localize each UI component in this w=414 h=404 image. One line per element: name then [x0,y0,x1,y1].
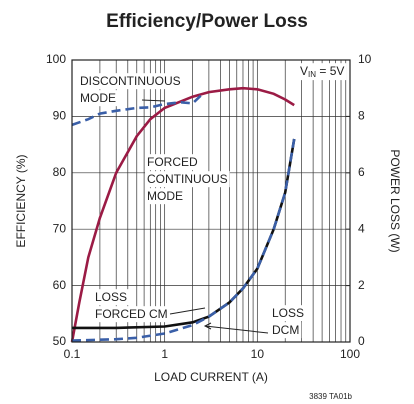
label-bg [145,188,185,205]
label-bg [145,154,200,171]
series-label: LOSS [95,290,127,304]
label-bg [93,306,170,323]
y-tick-label: 80 [53,165,67,179]
y2-tick-label: 0 [358,334,365,348]
label-bg [93,289,130,306]
series-label: MODE [147,189,183,203]
plot-frame [71,59,351,343]
x-axis-label: LOAD CURRENT (A) [154,370,268,384]
series-label: DISCONTINUOUS [80,74,181,88]
arrow [203,322,269,334]
series-label: FORCED [147,155,198,169]
y2-tick-label: 2 [358,278,365,292]
y2-tick-label: 4 [358,221,365,235]
chart-title: Efficiency/Power Loss [106,11,308,32]
x-tick-label: 100 [340,347,360,361]
y-axis-label: EFFICIENCY (%) [14,154,28,247]
series-label: CONTINUOUS [147,172,228,186]
vin-sub: IN [308,70,316,79]
label-backgrounds [78,63,347,339]
vin-v: V [300,64,308,78]
series-label: LOSS [272,306,304,320]
y2-tick-label: 6 [358,165,365,179]
label-bg [145,171,230,188]
x-tick-label: 1 [161,347,168,361]
x-tick-label: 10 [251,347,265,361]
y-tick-label: 70 [53,221,67,235]
y-tick-label: 50 [53,334,67,348]
footnote: 3839 TA01b [309,392,352,401]
label-bg [270,322,302,339]
y-tick-label: 100 [46,52,66,66]
series-line [72,138,296,330]
x-tick-label: 0.1 [64,347,81,361]
vin-label: VIN = 5V [300,64,344,79]
series-label: DCM [272,323,299,337]
y-tick-label: 90 [53,109,67,123]
series-line [71,138,296,342]
label-bg [270,305,307,322]
label-bg [298,63,347,81]
label-bg [78,73,183,90]
arrow [141,99,166,102]
series-label: MODE [80,91,116,105]
y2-tick-label: 10 [358,52,372,66]
y2-axis-label: POWER LOSS (W) [388,149,402,252]
arrow [169,307,206,315]
label-bg [78,90,118,107]
y-tick-label: 60 [53,278,67,292]
series-line [71,94,203,127]
series-line [70,86,295,343]
series-label: FORCED CM [95,307,168,321]
series-lines [70,86,296,343]
vin-rest: = 5V [316,64,344,78]
y2-tick-label: 8 [358,109,365,123]
